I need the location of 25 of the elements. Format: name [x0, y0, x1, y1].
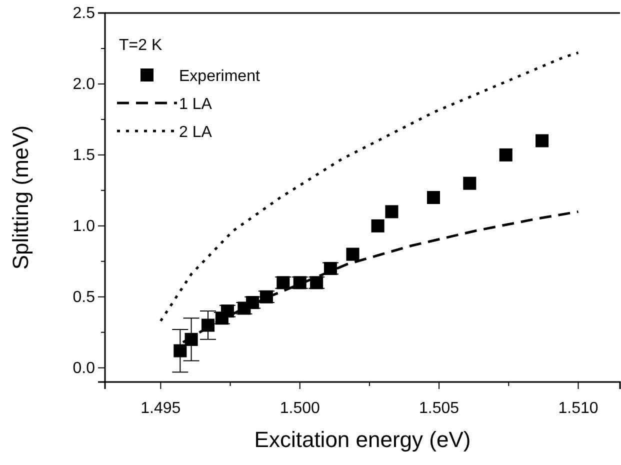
- x-tick-label: 1.495: [140, 400, 181, 417]
- point: [463, 176, 476, 190]
- y-tick-label: 2.0: [72, 76, 96, 94]
- point: [499, 148, 512, 162]
- y-tick-label: 1.0: [72, 218, 96, 236]
- y-axis-title: Splitting (meV): [8, 125, 33, 270]
- legend-title: T=2 K: [119, 37, 162, 54]
- x-axis-title: Excitation energy (eV): [254, 427, 471, 452]
- point: [174, 344, 187, 358]
- point: [536, 134, 549, 148]
- y-tick-label: 2.5: [72, 5, 96, 22]
- y-tick-label: 0.5: [72, 288, 96, 306]
- point: [346, 248, 360, 261]
- point: [385, 205, 398, 218]
- legend-label: 2 LA: [179, 124, 212, 141]
- x-tick-label: 1.500: [280, 400, 320, 417]
- point: [426, 190, 440, 204]
- y-tick-label: 0.0: [72, 360, 96, 377]
- x-tick-label: 1.510: [558, 400, 598, 417]
- legend-label: Experiment: [179, 68, 260, 85]
- legend-label: 1 LA: [179, 96, 212, 113]
- x-tick-label: 1.505: [419, 400, 460, 417]
- y-tick-label: 1.5: [72, 147, 96, 164]
- point: [371, 219, 384, 232]
- line-series: [159, 51, 580, 322]
